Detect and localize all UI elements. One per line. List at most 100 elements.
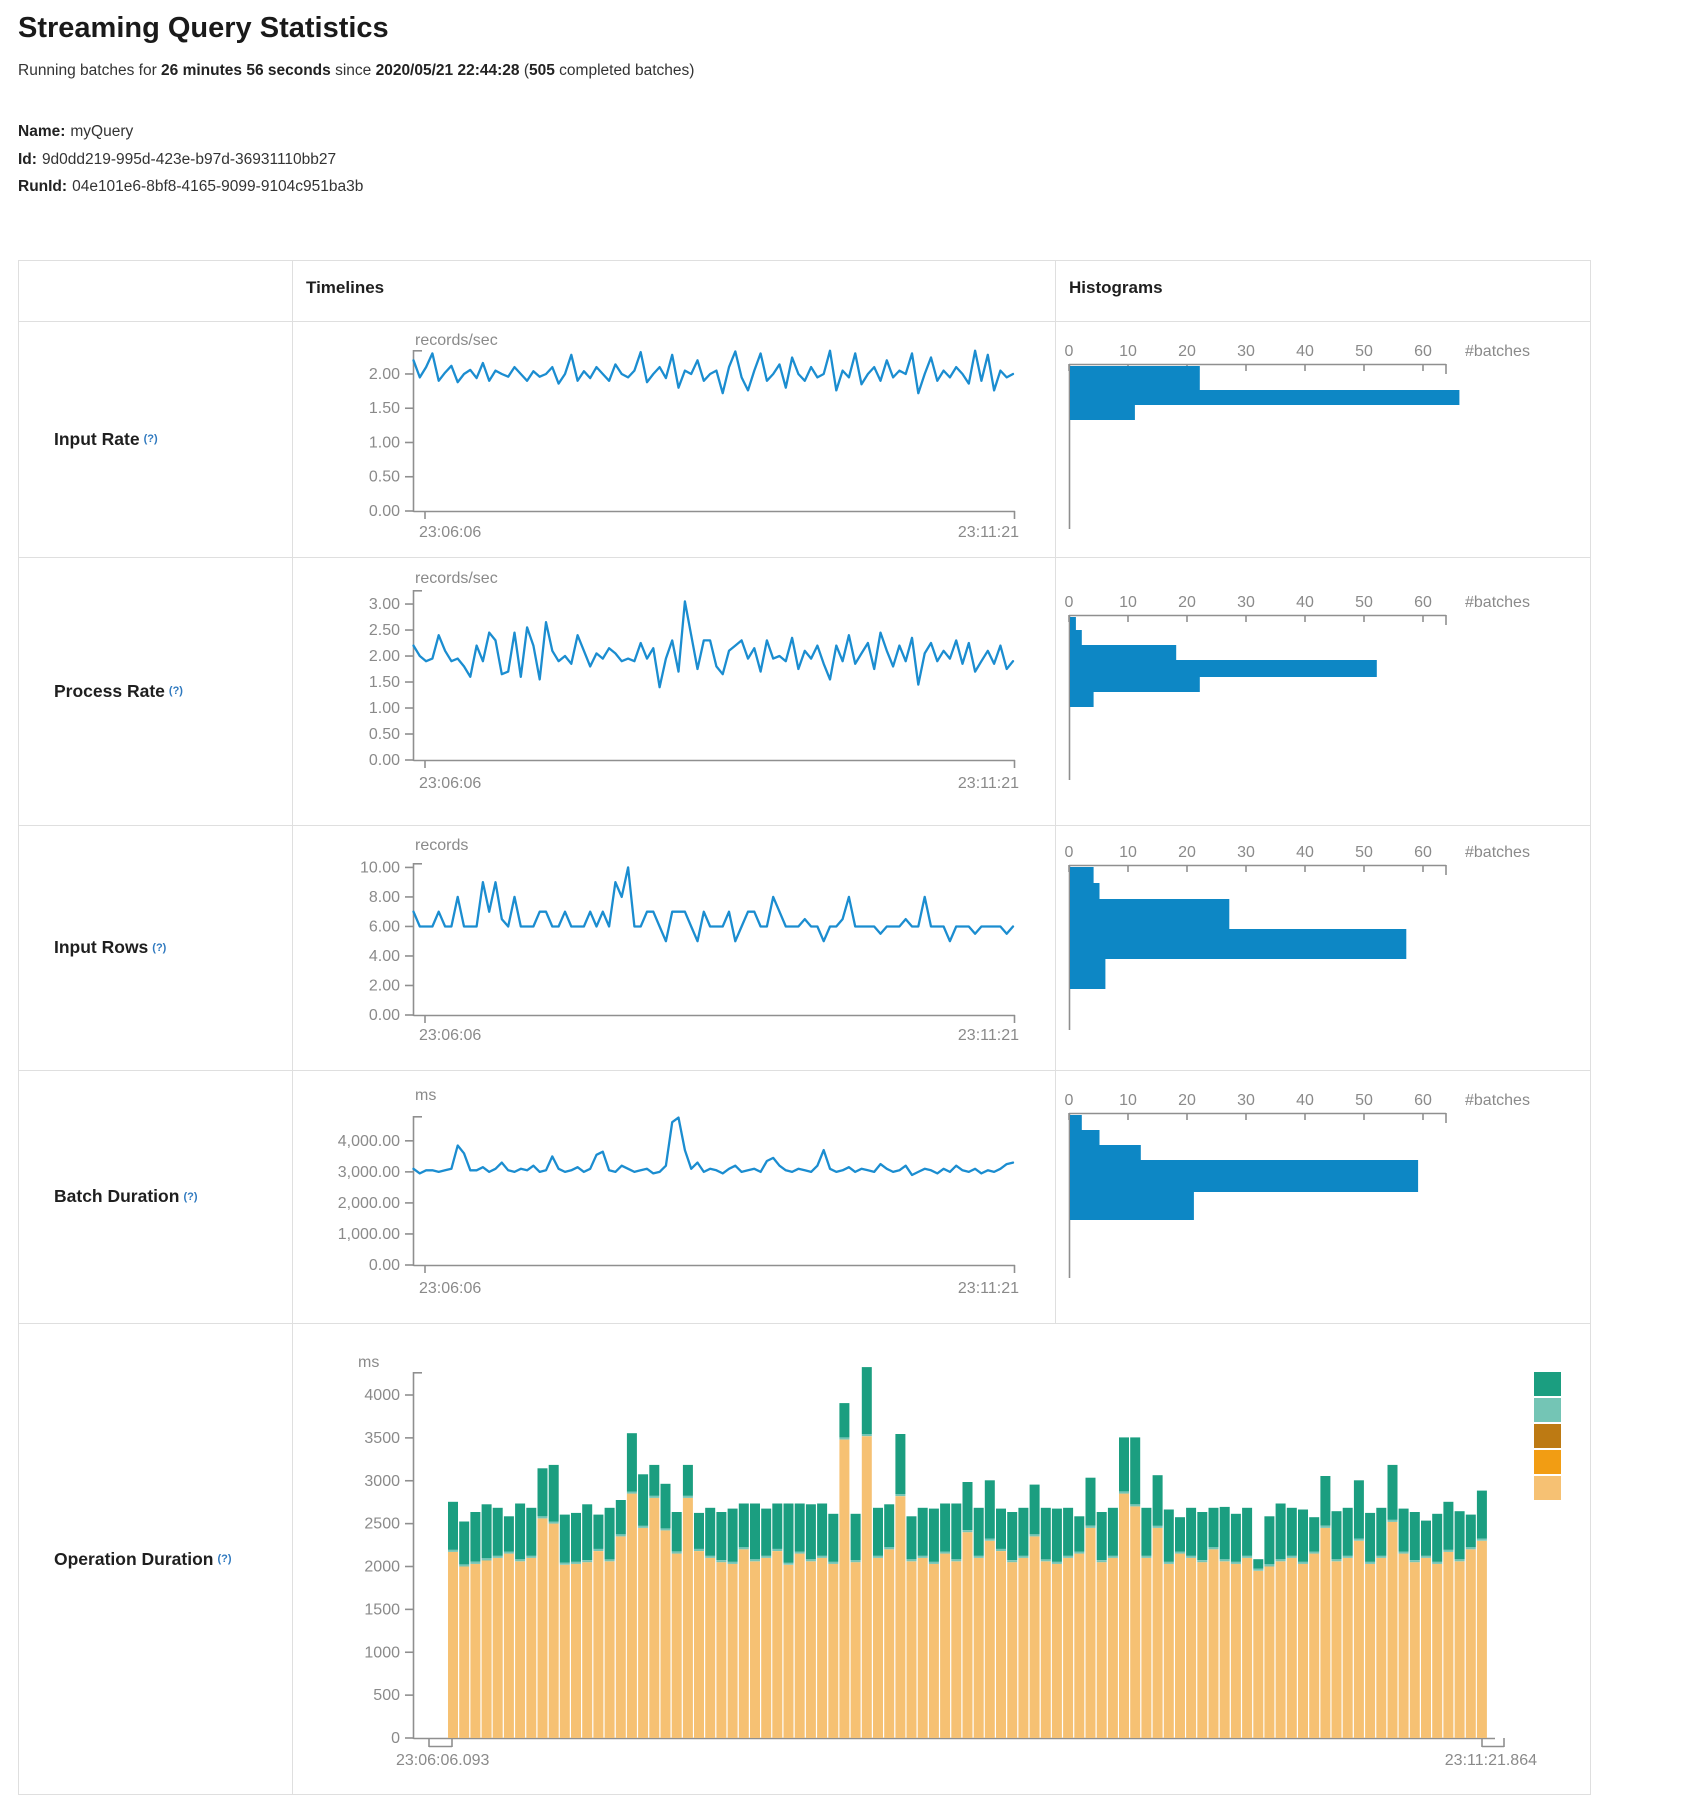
legend-swatch-0 (1534, 1372, 1561, 1396)
summary-mid: since (330, 62, 376, 79)
row-label-operation-duration: Operation Duration (?) (54, 1548, 232, 1569)
svg-text:records/sec: records/sec (415, 570, 498, 587)
svg-text:1,000.00: 1,000.00 (338, 1226, 400, 1243)
svg-text:1.00: 1.00 (369, 434, 400, 451)
svg-text:23:06:06: 23:06:06 (419, 1027, 481, 1044)
batch-duration-help-icon[interactable]: (?) (183, 1190, 198, 1203)
running-batches-summary: Running batches for 26 minutes 56 second… (18, 62, 694, 80)
svg-text:10.00: 10.00 (360, 859, 400, 876)
svg-text:2,000.00: 2,000.00 (338, 1195, 400, 1212)
stats-table (18, 260, 1591, 1795)
runid-label: RunId: (18, 178, 68, 195)
process-rate-timeline-chart: records/sec 3.00 2.50 2.00 1.50 1.00 0.50 0.00 2… (292, 557, 1055, 830)
label-column-divider (292, 260, 293, 1795)
svg-text:20: 20 (1178, 594, 1196, 611)
legend-swatch-4 (1534, 1476, 1561, 1500)
svg-text:1.50: 1.50 (369, 674, 400, 691)
process-rate-histogram-chart: 0 10 20 30 40 50 60 #batches (1055, 557, 1591, 830)
row-label-input-rate: Input Rate (?) (54, 428, 158, 449)
row-divider-4 (18, 1323, 1591, 1324)
process-rate-help-icon[interactable]: (?) (168, 685, 183, 697)
svg-text:2500: 2500 (364, 1516, 400, 1533)
query-name-line: Name: myQuery (18, 118, 363, 146)
svg-text:23:06:06: 23:06:06 (419, 1280, 481, 1297)
svg-text:3.00: 3.00 (369, 596, 400, 613)
svg-text:50: 50 (1355, 594, 1373, 611)
input-rows-histogram-chart: 0 10 20 30 40 50 60 #batches (1055, 825, 1591, 1075)
svg-text:23:11:21: 23:11:21 (958, 775, 1019, 792)
paren-close: completed batches) (554, 62, 695, 79)
row-label-process-rate: Process Rate (?) (54, 680, 183, 701)
svg-text:0.00: 0.00 (369, 503, 400, 520)
svg-text:#batches: #batches (1465, 1092, 1530, 1109)
svg-text:30: 30 (1237, 844, 1255, 861)
row-divider-1 (18, 557, 1591, 558)
svg-text:23:11:21: 23:11:21 (958, 1027, 1019, 1044)
svg-text:23:11:21.864: 23:11:21.864 (1445, 1752, 1537, 1769)
svg-text:40: 40 (1296, 1092, 1314, 1109)
svg-text:23:06:06: 23:06:06 (419, 524, 481, 541)
svg-text:20: 20 (1178, 844, 1196, 861)
svg-text:2.50: 2.50 (369, 622, 400, 639)
id-value: 9d0dd219-995d-423e-b97d-36931110bb27 (41, 150, 337, 168)
input-rows-help-icon[interactable]: (?) (152, 941, 167, 954)
svg-text:50: 50 (1355, 1092, 1373, 1109)
svg-text:2000: 2000 (364, 1559, 400, 1576)
svg-text:2.00: 2.00 (369, 977, 400, 994)
svg-text:0: 0 (1065, 343, 1074, 360)
paren-open: ( (519, 62, 529, 79)
svg-text:23:11:21: 23:11:21 (958, 1280, 1019, 1297)
svg-text:0: 0 (1065, 1092, 1074, 1109)
batch-duration-histogram-chart: 0 10 20 30 40 50 60 #batches (1055, 1070, 1591, 1328)
svg-text:10: 10 (1119, 844, 1137, 861)
legend-swatch-2 (1534, 1424, 1561, 1448)
svg-text:1.50: 1.50 (369, 400, 400, 417)
svg-text:23:06:06: 23:06:06 (419, 775, 481, 792)
running-duration: 26 minutes 56 seconds (161, 62, 331, 79)
svg-text:#batches: #batches (1465, 343, 1530, 360)
svg-text:records/sec: records/sec (415, 332, 498, 349)
svg-text:0.00: 0.00 (369, 1007, 400, 1024)
svg-text:40: 40 (1296, 343, 1314, 360)
svg-text:60: 60 (1414, 1092, 1432, 1109)
svg-text:50: 50 (1355, 343, 1373, 360)
id-label: Id: (18, 150, 37, 168)
svg-text:ms: ms (358, 1354, 379, 1371)
row-label-batch-duration: Batch Duration (?) (54, 1186, 198, 1206)
svg-text:6.00: 6.00 (369, 918, 400, 935)
svg-text:0: 0 (391, 1730, 400, 1747)
summary-prefix: Running batches for (18, 62, 162, 79)
column-header-histograms: Histograms (1069, 278, 1163, 297)
svg-text:0: 0 (1065, 594, 1074, 611)
svg-text:500: 500 (373, 1687, 400, 1704)
svg-text:2.00: 2.00 (369, 366, 400, 383)
svg-text:50: 50 (1355, 844, 1373, 861)
svg-text:1.00: 1.00 (369, 700, 400, 717)
svg-text:ms: ms (415, 1087, 436, 1104)
svg-text:23:11:21: 23:11:21 (958, 524, 1019, 541)
runid-value: 04e101e6-8bf8-4165-9099-9104c951ba3b (72, 178, 364, 195)
svg-text:10: 10 (1119, 343, 1137, 360)
svg-text:40: 40 (1296, 844, 1314, 861)
svg-text:#batches: #batches (1465, 844, 1530, 861)
legend-swatch-3 (1534, 1450, 1561, 1474)
svg-text:4000: 4000 (364, 1387, 400, 1404)
svg-text:4.00: 4.00 (369, 948, 400, 965)
svg-text:20: 20 (1178, 343, 1196, 360)
svg-text:23:06:06.093: 23:06:06.093 (396, 1752, 490, 1769)
svg-text:10: 10 (1119, 594, 1137, 611)
svg-text:0.50: 0.50 (369, 726, 400, 743)
svg-text:3000: 3000 (364, 1473, 400, 1490)
svg-text:20: 20 (1178, 1092, 1196, 1109)
name-label: Name: (18, 123, 66, 140)
svg-text:60: 60 (1414, 343, 1432, 360)
operation-duration-help-icon[interactable]: (?) (217, 1553, 232, 1565)
input-rate-help-icon[interactable]: (?) (143, 433, 158, 445)
svg-text:30: 30 (1237, 594, 1255, 611)
svg-text:60: 60 (1414, 594, 1432, 611)
svg-text:1000: 1000 (364, 1644, 400, 1661)
svg-text:30: 30 (1237, 343, 1255, 360)
svg-text:0.50: 0.50 (369, 469, 400, 486)
operation-duration-stacked-chart: ms 4000 3500 3000 2500 2000 1500 1000 500 0 23:06:… (292, 1323, 1591, 1800)
